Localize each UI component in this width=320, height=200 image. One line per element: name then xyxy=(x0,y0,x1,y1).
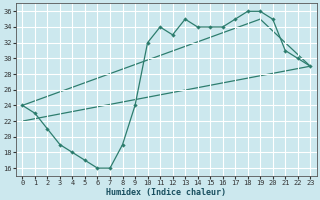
X-axis label: Humidex (Indice chaleur): Humidex (Indice chaleur) xyxy=(106,188,226,197)
